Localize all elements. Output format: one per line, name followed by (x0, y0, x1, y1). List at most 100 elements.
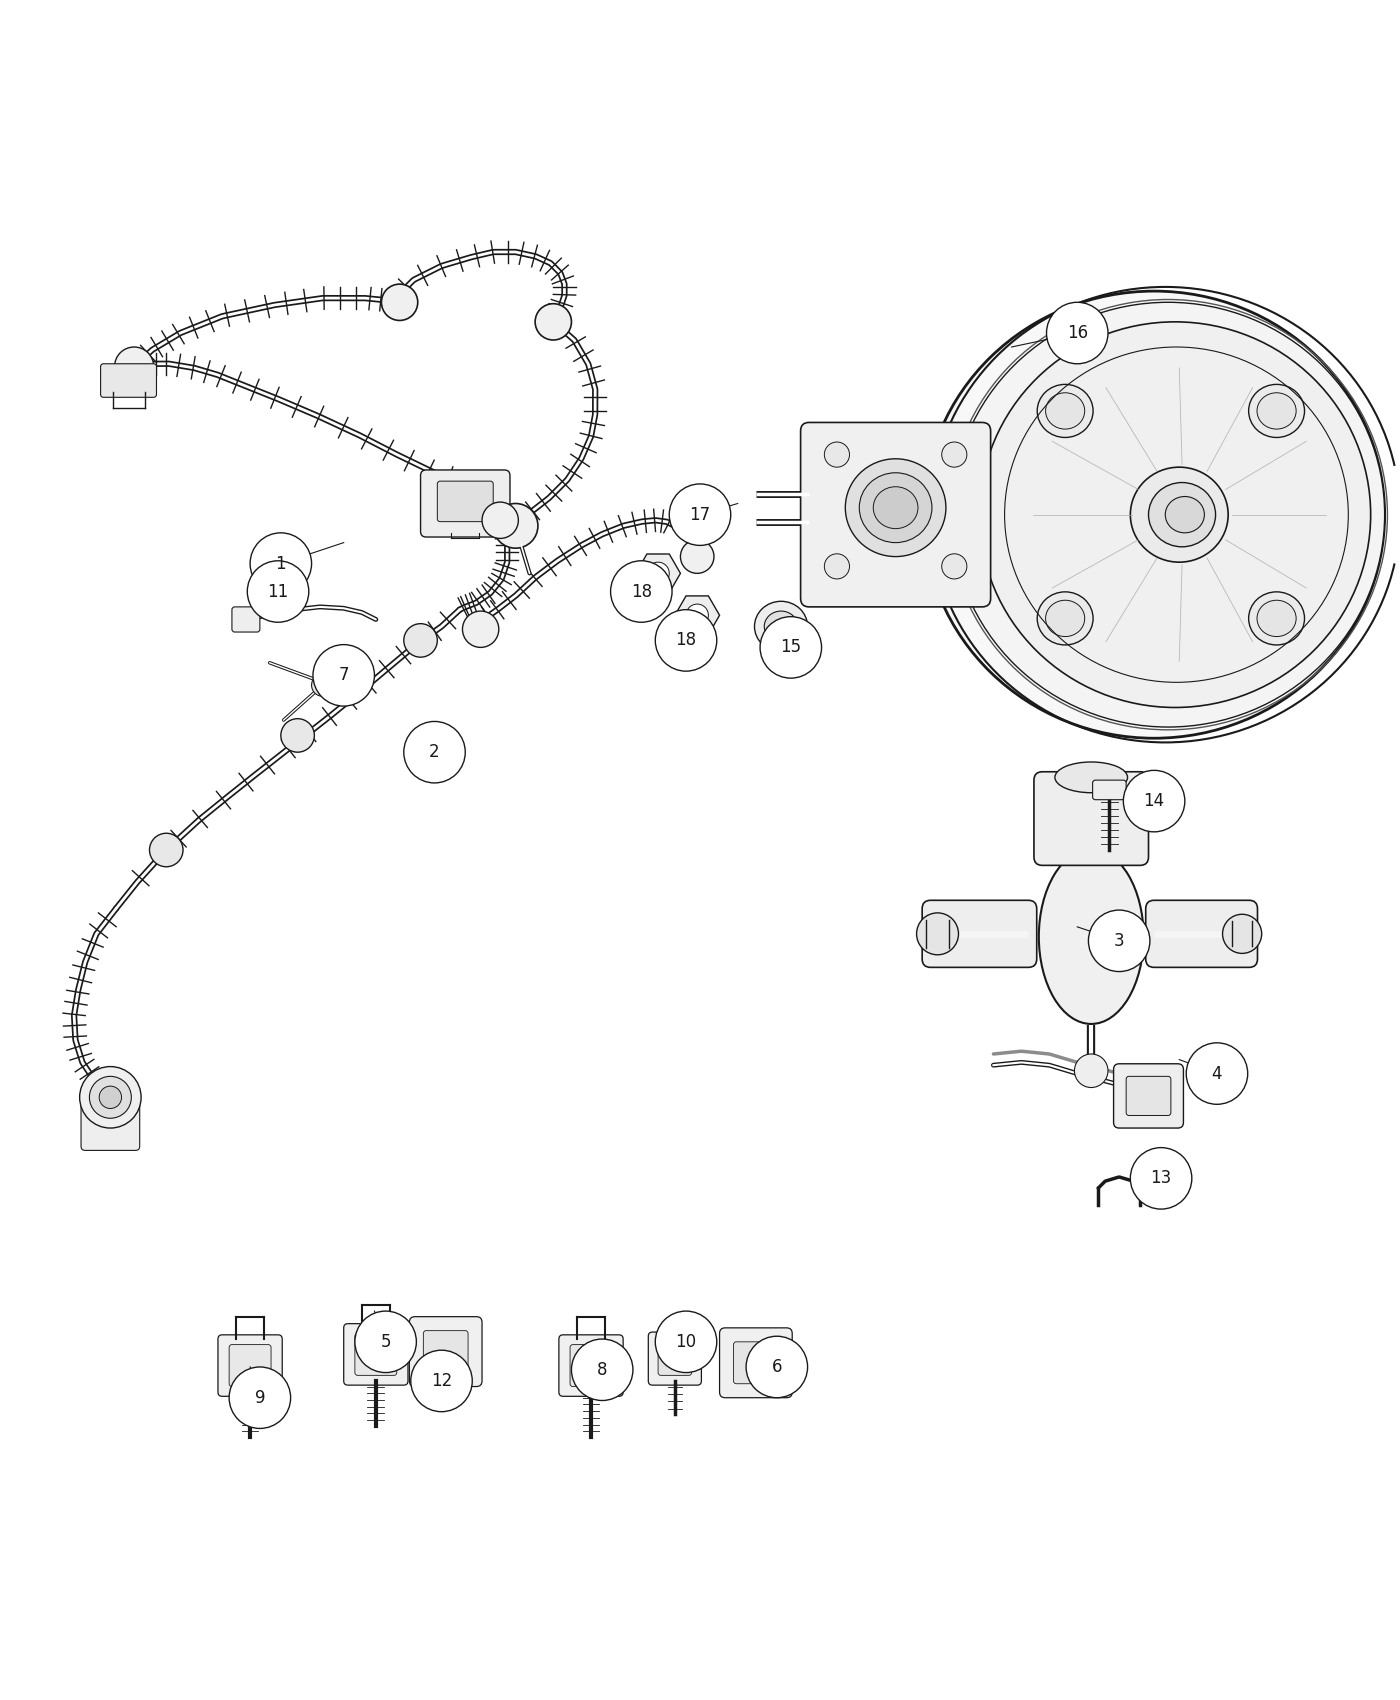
FancyBboxPatch shape (423, 1331, 468, 1372)
Ellipse shape (980, 321, 1371, 707)
Text: 2: 2 (430, 743, 440, 762)
FancyBboxPatch shape (734, 1341, 778, 1384)
Circle shape (150, 833, 183, 867)
Text: 3: 3 (1114, 932, 1124, 950)
Ellipse shape (764, 610, 798, 643)
Circle shape (281, 719, 315, 751)
Circle shape (680, 541, 714, 573)
Text: 8: 8 (596, 1360, 608, 1379)
Text: 11: 11 (267, 583, 288, 600)
Ellipse shape (924, 291, 1385, 738)
Polygon shape (636, 554, 680, 593)
Circle shape (1074, 1054, 1107, 1088)
Circle shape (647, 563, 669, 585)
FancyBboxPatch shape (559, 1334, 623, 1396)
Circle shape (354, 1311, 416, 1372)
Circle shape (410, 1350, 472, 1411)
Text: 9: 9 (255, 1389, 265, 1406)
Circle shape (230, 1367, 291, 1428)
FancyBboxPatch shape (1035, 772, 1148, 865)
Circle shape (482, 502, 518, 539)
Ellipse shape (1257, 600, 1296, 636)
Ellipse shape (1222, 915, 1261, 954)
Circle shape (825, 442, 850, 468)
Circle shape (760, 617, 822, 678)
FancyBboxPatch shape (1126, 1076, 1170, 1115)
Circle shape (462, 610, 498, 648)
Ellipse shape (917, 913, 959, 955)
FancyBboxPatch shape (720, 1328, 792, 1397)
Ellipse shape (1046, 393, 1085, 428)
FancyBboxPatch shape (1145, 901, 1257, 967)
Circle shape (571, 1340, 633, 1401)
Circle shape (312, 673, 335, 697)
Circle shape (115, 347, 154, 386)
Ellipse shape (860, 473, 932, 542)
Polygon shape (675, 597, 720, 634)
Circle shape (655, 1311, 717, 1372)
Circle shape (90, 1076, 132, 1119)
Circle shape (1186, 1042, 1247, 1105)
Text: 13: 13 (1151, 1170, 1172, 1187)
Ellipse shape (846, 459, 946, 556)
FancyBboxPatch shape (230, 1345, 272, 1387)
Text: 4: 4 (1212, 1064, 1222, 1083)
FancyBboxPatch shape (420, 469, 510, 537)
Text: 6: 6 (771, 1358, 783, 1375)
FancyBboxPatch shape (923, 901, 1037, 967)
Text: 7: 7 (339, 666, 349, 685)
Text: 18: 18 (675, 631, 697, 649)
Circle shape (99, 1086, 122, 1108)
FancyBboxPatch shape (801, 422, 991, 607)
FancyBboxPatch shape (409, 1318, 482, 1387)
FancyBboxPatch shape (101, 364, 157, 398)
FancyBboxPatch shape (354, 1333, 396, 1375)
Text: 16: 16 (1067, 325, 1088, 342)
Circle shape (80, 1066, 141, 1129)
Ellipse shape (952, 303, 1385, 728)
Circle shape (1088, 910, 1149, 972)
Ellipse shape (1249, 384, 1305, 437)
Ellipse shape (1039, 850, 1144, 1023)
Circle shape (251, 532, 312, 595)
Ellipse shape (1054, 762, 1127, 792)
Circle shape (942, 442, 967, 468)
Circle shape (493, 503, 538, 547)
FancyBboxPatch shape (1092, 780, 1126, 799)
FancyBboxPatch shape (570, 1345, 612, 1387)
Circle shape (403, 624, 437, 658)
Circle shape (610, 561, 672, 622)
Text: 1: 1 (276, 554, 286, 573)
Text: 12: 12 (431, 1372, 452, 1391)
Ellipse shape (1037, 384, 1093, 437)
Circle shape (535, 304, 571, 340)
Text: 5: 5 (381, 1333, 391, 1352)
Circle shape (314, 644, 374, 705)
Circle shape (1047, 303, 1107, 364)
Circle shape (669, 484, 731, 546)
FancyBboxPatch shape (1113, 1064, 1183, 1129)
Text: 10: 10 (675, 1333, 697, 1352)
Text: 17: 17 (689, 505, 711, 524)
Ellipse shape (755, 602, 808, 651)
Circle shape (403, 721, 465, 784)
Circle shape (655, 610, 717, 672)
FancyBboxPatch shape (344, 1324, 407, 1385)
Circle shape (825, 554, 850, 580)
FancyBboxPatch shape (437, 481, 493, 522)
Ellipse shape (1130, 468, 1228, 563)
Circle shape (686, 604, 708, 626)
Ellipse shape (1165, 496, 1204, 532)
Text: 14: 14 (1144, 792, 1165, 811)
Ellipse shape (874, 486, 918, 529)
Ellipse shape (1257, 393, 1296, 428)
FancyBboxPatch shape (648, 1333, 701, 1385)
Ellipse shape (1148, 483, 1215, 547)
FancyBboxPatch shape (81, 1103, 140, 1151)
Circle shape (942, 554, 967, 580)
Ellipse shape (1249, 592, 1305, 644)
FancyBboxPatch shape (232, 607, 260, 632)
Circle shape (381, 284, 417, 321)
FancyBboxPatch shape (658, 1341, 692, 1375)
Ellipse shape (1046, 600, 1085, 636)
